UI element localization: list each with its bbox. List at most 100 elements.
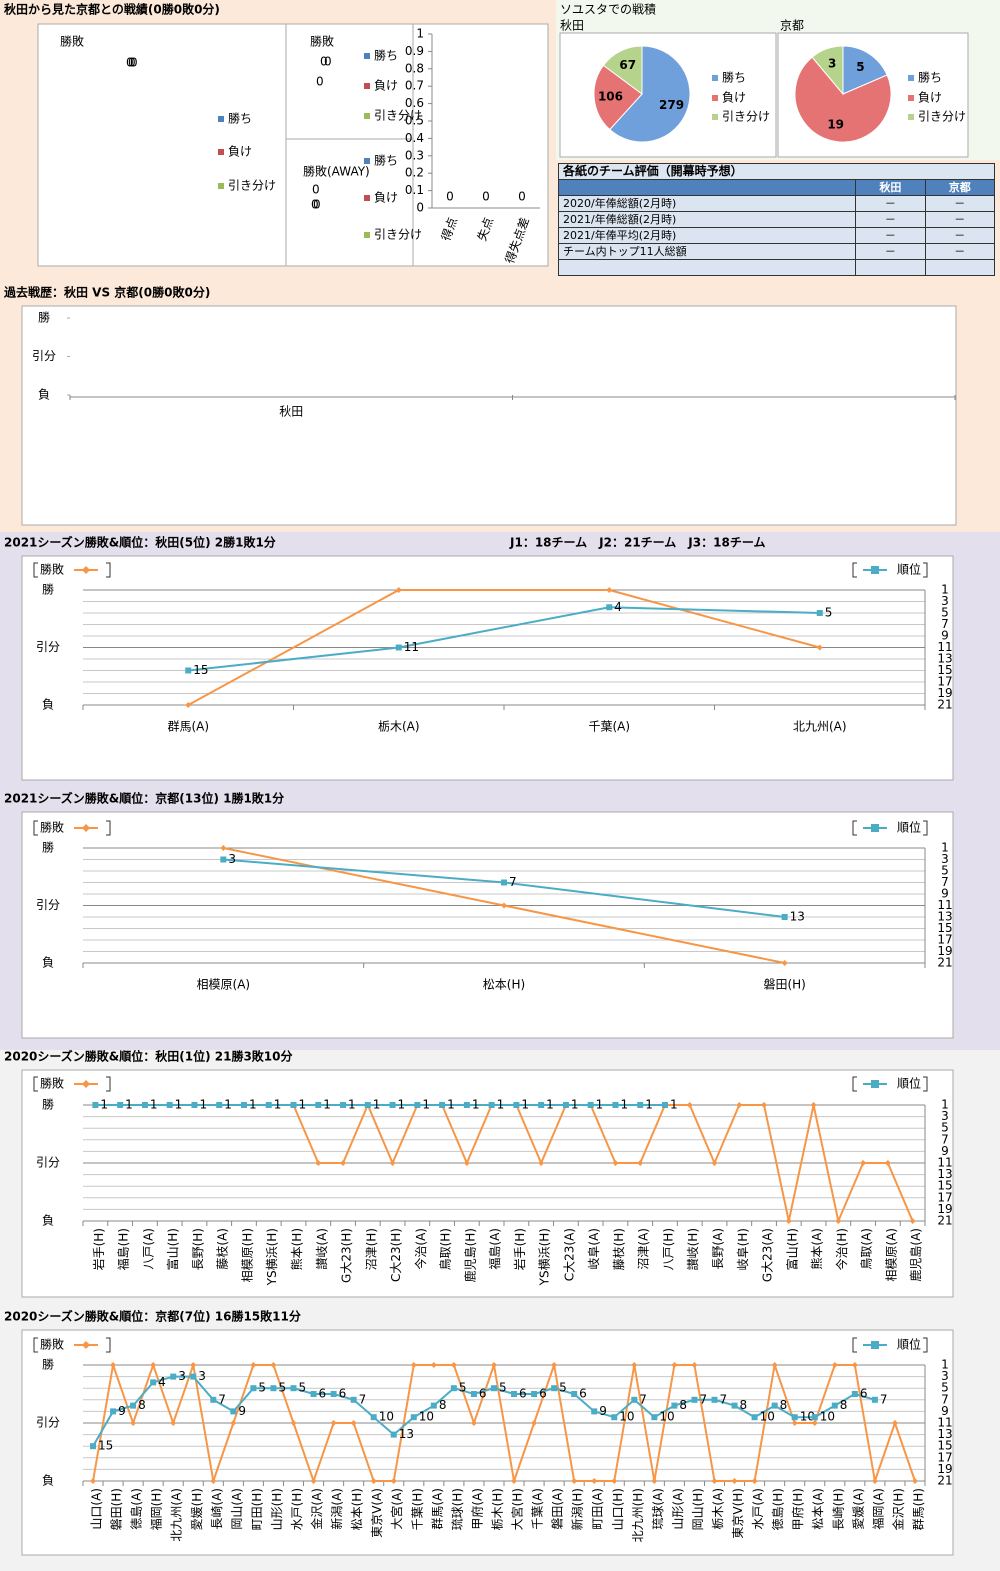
marker — [612, 1160, 619, 1166]
marker — [230, 1420, 237, 1426]
data-label: 8 — [780, 1398, 788, 1412]
data-label: 10 — [419, 1410, 434, 1424]
y2-tick-label: 5 — [941, 864, 949, 878]
marker — [711, 1396, 718, 1403]
cell: － — [855, 211, 926, 228]
x-tick-label: 北九州(A) — [793, 720, 847, 734]
marker — [350, 1420, 357, 1426]
data-label: 3 — [828, 57, 836, 71]
data-label: 15 — [98, 1439, 113, 1453]
marker — [190, 1362, 197, 1368]
x-tick-label: 秋田 — [279, 405, 303, 419]
marker — [430, 1362, 437, 1368]
y2-tick-label: 9 — [941, 887, 949, 901]
data-label: 1 — [274, 1098, 282, 1112]
marker — [450, 1362, 457, 1368]
data-label: 3 — [228, 852, 236, 866]
marker — [490, 1385, 497, 1392]
data-label: 7 — [880, 1392, 888, 1406]
data-label: 1 — [521, 1098, 529, 1112]
chart-title: 2021シーズン勝敗&順位：京都(13位) 1勝1敗1分 — [4, 791, 284, 806]
marker — [141, 1102, 148, 1108]
legend-label: 順位 — [897, 562, 921, 577]
x-tick-label: 新潟(H) — [570, 1488, 585, 1530]
marker — [731, 1402, 738, 1409]
y-tick-label: 0.3 — [405, 148, 424, 162]
legend-bracket — [852, 1337, 857, 1353]
y2-tick-label: 9 — [941, 1144, 949, 1158]
y2-tick-label: 21 — [937, 1214, 952, 1228]
x-tick-label: 熊本(H) — [289, 1228, 304, 1270]
legend-swatch — [218, 183, 224, 189]
data-label: 0 — [316, 75, 324, 89]
data-label: 1 — [224, 1098, 232, 1112]
data-label: 1 — [249, 1098, 257, 1112]
legend-bracket — [33, 1076, 38, 1092]
legend-swatch — [908, 114, 914, 120]
marker — [631, 1396, 638, 1403]
cell: － — [855, 195, 926, 212]
y2-tick-label: 17 — [937, 1190, 952, 1204]
legend-swatch — [908, 75, 914, 81]
marker — [210, 1478, 217, 1484]
x-tick-label: G大23(H) — [340, 1228, 354, 1283]
series-line — [188, 606, 820, 672]
legend-bracket — [33, 1337, 38, 1353]
cell: － — [924, 227, 996, 244]
legend-marker — [82, 1341, 90, 1349]
x-tick-label: 琉球(H) — [450, 1488, 464, 1530]
marker — [781, 960, 788, 966]
y2-tick-label: 17 — [937, 933, 952, 947]
chart-title: 勝敗 — [310, 34, 334, 49]
y2-tick-label: 13 — [937, 1167, 952, 1181]
marker — [531, 1420, 538, 1426]
data-label: 6 — [519, 1387, 527, 1401]
marker — [571, 1391, 578, 1397]
marker — [511, 1391, 518, 1397]
y2-tick-label: 5 — [941, 606, 949, 620]
legend-swatch — [712, 75, 718, 81]
x-tick-label: 山形(A) — [671, 1488, 685, 1530]
y2-tick-label: 11 — [937, 1156, 952, 1170]
x-tick-label: 千葉(A) — [531, 1488, 545, 1530]
marker — [439, 1102, 446, 1108]
y2-tick-label: 13 — [937, 652, 952, 666]
legend-bracket — [106, 1337, 111, 1353]
marker — [816, 644, 823, 651]
chart-title: 勝敗 — [60, 34, 84, 49]
chart-box — [21, 305, 957, 526]
marker — [811, 1414, 818, 1421]
header-cell — [557, 179, 857, 196]
chart-box — [37, 23, 549, 267]
marker — [661, 1102, 668, 1108]
legend-bracket — [106, 1076, 111, 1092]
legend-marker — [82, 1080, 90, 1088]
chart-title: 過去戦歴：秋田 VS 京都(0勝0敗0分) — [3, 285, 210, 300]
x-tick-label: 新潟(A) — [329, 1488, 344, 1530]
data-label: 10 — [379, 1410, 394, 1424]
marker — [210, 1396, 217, 1403]
legend-swatch — [364, 113, 370, 119]
x-tick-label: 福岡(H) — [149, 1488, 164, 1530]
marker — [220, 845, 227, 851]
y2-tick-label: 9 — [941, 1404, 949, 1418]
marker — [463, 1102, 470, 1108]
table-title: 各紙のチーム評価（開幕時予想） — [558, 163, 995, 180]
x-tick-label: 町田(H) — [250, 1488, 264, 1530]
data-label: 5 — [258, 1381, 266, 1395]
marker — [110, 1408, 117, 1415]
data-label: 10 — [800, 1410, 815, 1424]
data-label: 10 — [619, 1410, 634, 1424]
marker — [831, 1362, 838, 1368]
y-tick-label: 0.6 — [405, 96, 424, 110]
series-line — [187, 589, 821, 706]
x-tick-label: C大23(H) — [389, 1228, 403, 1282]
legend-swatch — [364, 53, 370, 59]
y2-tick-label: 1 — [941, 1098, 949, 1112]
legend-swatch — [908, 95, 914, 101]
y-tick-label: 引分 — [36, 1416, 60, 1430]
marker — [591, 1408, 598, 1415]
marker — [270, 1362, 277, 1368]
marker — [389, 1102, 396, 1108]
x-tick-label: 山口(A) — [90, 1488, 104, 1530]
